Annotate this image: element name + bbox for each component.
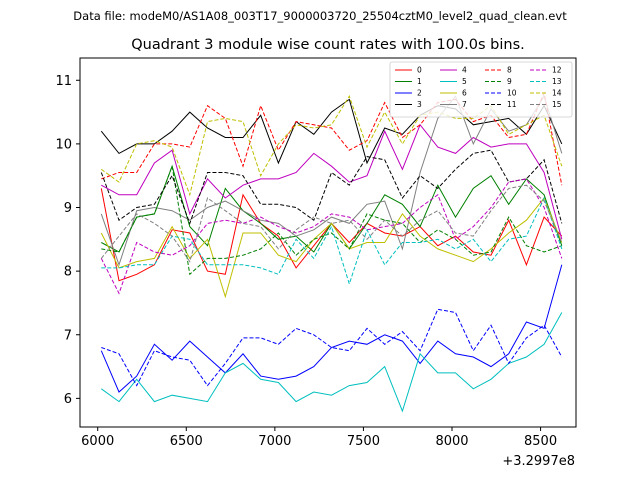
y-tick-label: 9 bbox=[64, 201, 72, 216]
chart-title: Quadrant 3 module wise count rates with … bbox=[131, 37, 525, 53]
axes-frame bbox=[79, 57, 577, 428]
series-line-11 bbox=[100, 149, 563, 225]
x-axis-offset-label: +3.2997e8 bbox=[502, 454, 575, 469]
series-line-13 bbox=[101, 196, 563, 286]
series-line-4 bbox=[101, 123, 563, 240]
data-file-label: Data file: modeM0/AS1A08_003T17_90000037… bbox=[73, 9, 567, 23]
y-tick-label: 7 bbox=[64, 328, 72, 343]
legend-label-5: 5 bbox=[462, 77, 467, 86]
series-line-9 bbox=[101, 164, 562, 276]
y-tick-label: 6 bbox=[64, 392, 72, 407]
legend-label-7: 7 bbox=[462, 100, 467, 109]
legend-label-1: 1 bbox=[417, 77, 422, 86]
x-tick-label: 6500 bbox=[170, 434, 203, 449]
legend-label-3: 3 bbox=[417, 100, 422, 109]
series-line-7 bbox=[100, 95, 563, 267]
legend-label-15: 15 bbox=[552, 100, 562, 109]
series-line-12 bbox=[100, 178, 563, 295]
x-tick-label: 8500 bbox=[524, 434, 557, 449]
series-line-6 bbox=[100, 197, 563, 299]
legend-label-14: 14 bbox=[552, 89, 562, 98]
legend-label-8: 8 bbox=[507, 66, 512, 75]
legend-box bbox=[389, 61, 573, 118]
series-line-3 bbox=[100, 98, 563, 165]
legend-label-12: 12 bbox=[552, 66, 562, 75]
series-line-2 bbox=[100, 264, 563, 393]
x-tick-label: 7000 bbox=[258, 434, 291, 449]
legend-label-2: 2 bbox=[417, 89, 422, 98]
legend-label-4: 4 bbox=[462, 66, 467, 75]
y-tick-label: 10 bbox=[55, 137, 72, 152]
series-line-10 bbox=[101, 308, 563, 387]
legend-label-11: 11 bbox=[507, 100, 517, 109]
series-line-15 bbox=[100, 184, 563, 263]
axis-ticks: 6000 6500 7000 7500 8000 8500 6 7 8 9 10 11 bbox=[55, 74, 557, 449]
legend-label-9: 9 bbox=[507, 77, 512, 86]
x-tick-label: 7500 bbox=[347, 434, 380, 449]
legend-label-6: 6 bbox=[462, 89, 467, 98]
y-tick-label: 11 bbox=[55, 74, 72, 89]
series-line-5 bbox=[101, 312, 563, 413]
x-tick-label: 8000 bbox=[435, 434, 468, 449]
x-tick-label: 6000 bbox=[81, 434, 114, 449]
legend-label-0: 0 bbox=[417, 66, 422, 75]
series-line-8 bbox=[101, 91, 563, 186]
plot-area bbox=[100, 91, 563, 413]
y-tick-label: 8 bbox=[64, 265, 72, 280]
legend-label-13: 13 bbox=[552, 77, 562, 86]
legend-label-10: 10 bbox=[507, 89, 517, 98]
